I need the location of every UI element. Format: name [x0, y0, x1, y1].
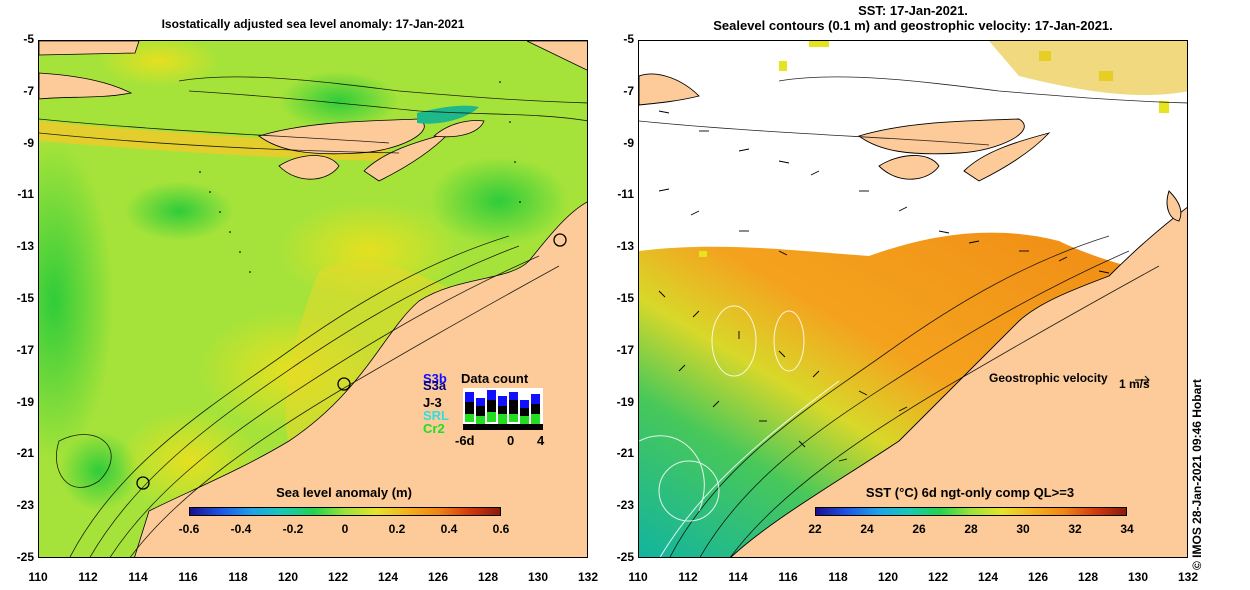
left-latitude-tick-label: -13: [16, 239, 34, 254]
sea-level-colorbar-tick: 0.6: [492, 522, 510, 536]
sst-colorbar-tick: 22: [808, 522, 822, 536]
sea-level-colorbar-tick: 0.4: [440, 522, 458, 536]
data-count-tick-end: 4: [537, 433, 545, 448]
satellite-label-cr2: Cr2: [423, 421, 445, 436]
data-count-tick-zero: 0: [507, 433, 515, 448]
right-longitude-tick-label: 110: [628, 570, 648, 584]
right-latitude-tick-label: -19: [616, 394, 634, 409]
satellite-label-s3b: S3b: [423, 371, 447, 386]
right-latitude-tick-label: -7: [623, 83, 634, 98]
left-longitude-tick-label: 118: [228, 570, 248, 584]
right-latitude-tick-label: -17: [616, 342, 634, 357]
sst-colorbar-title: SST (°C) 6d ngt-only comp QL>=3: [865, 485, 1075, 500]
right-longitude-tick-label: 118: [828, 570, 848, 584]
right-longitude-tick-label: 132: [1177, 570, 1199, 584]
left-map-title: Isostatically adjusted sea level anomaly…: [161, 17, 465, 31]
sea-level-colorbar: [189, 507, 501, 516]
right-longitude-tick-label: 112: [678, 570, 698, 584]
satellite-label-srl: SRL: [423, 408, 449, 423]
data-count-histogram: [463, 388, 543, 430]
sst-map[interactable]: Geostrophic velocity 1 m/s SST (°C) 6d n…: [638, 40, 1188, 558]
sea-level-colorbar-title: Sea level anomaly (m): [276, 485, 412, 500]
sea-level-colorbar-tick: 0: [341, 522, 349, 536]
sst-colorbar: [815, 507, 1127, 516]
sst-colorbar-tick: 34: [1120, 522, 1134, 536]
data-count-title: Data count: [461, 371, 529, 386]
left-longitude-tick-label: 122: [327, 570, 349, 584]
right-latitude-tick-label: -5: [623, 32, 634, 46]
sst-colorbar-tick: 28: [964, 522, 978, 536]
right-longitude-tick-label: 122: [927, 570, 949, 584]
right-latitude-tick-label: -9: [623, 135, 634, 150]
sea-level-colorbar-tick: -0.4: [230, 522, 252, 536]
left-longitude-tick-label: 110: [28, 570, 48, 584]
left-longitude-tick-label: 124: [377, 570, 399, 584]
sst-colorbar-tick: 30: [1016, 522, 1030, 536]
sst-colorbar-tick: 32: [1068, 522, 1082, 536]
right-longitude-tick-label: 130: [1127, 570, 1149, 584]
sea-level-colorbar-tick: 0.2: [388, 522, 406, 536]
right-latitude-tick-label: -23: [616, 498, 634, 513]
left-latitude-tick-label: -25: [16, 550, 34, 564]
left-latitude-tick-label: -23: [16, 498, 34, 513]
left-longitude-tick-label: 130: [527, 570, 549, 584]
left-longitude-tick-label: 132: [577, 570, 599, 584]
left-longitude-tick-label: 120: [277, 570, 299, 584]
left-latitude-tick-label: -15: [16, 291, 34, 305]
right-latitude-tick-label: -13: [616, 239, 634, 254]
right-map-title-line1: SST: 17-Jan-2021.: [858, 3, 968, 18]
left-longitude-tick-label: 114: [128, 570, 148, 584]
left-latitude-tick-label: -9: [23, 135, 34, 150]
data-count-tick-start: -6d: [455, 433, 475, 448]
sea-level-anomaly-map[interactable]: S3b S3a J-3 SRL Cr2 Data count -6d 0 4 S…: [38, 40, 588, 558]
satellite-label-j3: J-3: [423, 395, 442, 410]
left-latitude-tick-label: -21: [16, 446, 34, 461]
left-latitude-tick-label: -7: [23, 83, 34, 98]
sst-map-graphic: [639, 41, 1187, 557]
right-latitude-tick-label: -21: [616, 446, 634, 461]
right-longitude-tick-label: 126: [1027, 570, 1049, 584]
right-latitude-tick-label: -25: [616, 550, 634, 564]
right-map-title-line2: Sealevel contours (0.1 m) and geostrophi…: [713, 18, 1113, 33]
left-longitude-tick-label: 116: [178, 570, 198, 584]
left-latitude-tick-label: -11: [17, 187, 34, 202]
left-latitude-tick-label: -5: [23, 32, 34, 46]
left-latitude-tick-label: -19: [16, 394, 34, 409]
sst-colorbar-tick: 26: [912, 522, 926, 536]
velocity-legend-unit: 1 m/s: [1119, 377, 1150, 391]
sea-level-anomaly-map-graphic: [39, 41, 587, 557]
right-latitude-tick-label: -15: [616, 291, 634, 305]
right-latitude-tick-label: -11: [617, 187, 634, 202]
right-longitude-tick-label: 120: [877, 570, 899, 584]
sea-level-colorbar-tick: -0.6: [178, 522, 200, 536]
sea-level-colorbar-tick: -0.2: [282, 522, 304, 536]
left-longitude-tick-label: 112: [78, 570, 98, 584]
satellite-label-s3a: S3a: [423, 378, 447, 393]
velocity-legend-label: Geostrophic velocity: [989, 371, 1108, 385]
right-longitude-tick-label: 124: [977, 570, 999, 584]
left-latitude-tick-label: -17: [16, 342, 34, 357]
left-longitude-tick-label: 128: [477, 570, 499, 584]
imos-credit: © IMOS 28-Jan-2021 09:46 Hobart: [1190, 379, 1204, 570]
right-longitude-tick-label: 114: [728, 570, 748, 584]
left-longitude-tick-label: 126: [427, 570, 449, 584]
right-longitude-tick-label: 128: [1077, 570, 1099, 584]
sst-colorbar-tick: 24: [860, 522, 874, 536]
right-longitude-tick-label: 116: [778, 570, 798, 584]
